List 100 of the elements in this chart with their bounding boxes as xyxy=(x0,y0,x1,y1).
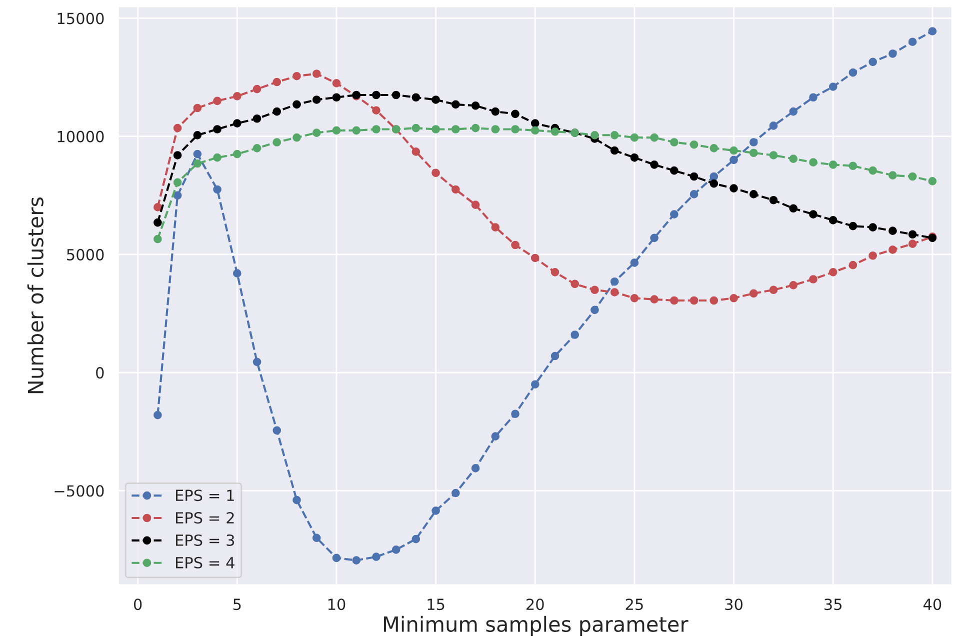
y-axis-title: Number of clusters xyxy=(27,197,44,394)
x-tick-label: 10 xyxy=(328,598,346,610)
y-tick-label: 15000 xyxy=(58,12,104,24)
point xyxy=(670,166,678,175)
legend-label: EPS = 1 xyxy=(176,490,234,502)
point xyxy=(710,144,718,152)
point xyxy=(213,96,222,106)
x-tick-label: 0 xyxy=(134,598,142,610)
point xyxy=(412,124,420,132)
point xyxy=(432,125,440,134)
point xyxy=(590,286,599,294)
point xyxy=(213,185,222,194)
point xyxy=(928,27,937,36)
point xyxy=(809,210,818,218)
point xyxy=(809,158,818,166)
point xyxy=(312,534,321,542)
point xyxy=(650,234,658,242)
point xyxy=(193,104,202,112)
point xyxy=(809,275,818,284)
point xyxy=(154,203,162,212)
point xyxy=(828,82,838,91)
point xyxy=(232,269,242,278)
point xyxy=(908,240,917,248)
point xyxy=(272,107,282,116)
point xyxy=(252,358,262,366)
point xyxy=(730,156,738,164)
point xyxy=(352,126,361,135)
point xyxy=(710,296,718,305)
point xyxy=(511,110,520,118)
point xyxy=(412,148,420,156)
point xyxy=(491,223,500,232)
point xyxy=(392,546,400,554)
point xyxy=(432,168,440,178)
point xyxy=(590,306,599,314)
point xyxy=(848,260,858,270)
point xyxy=(570,330,580,339)
point xyxy=(312,96,321,104)
point xyxy=(630,294,639,302)
point xyxy=(173,124,182,132)
point xyxy=(928,177,937,186)
point xyxy=(570,280,580,288)
y-tick-label: 10000 xyxy=(58,130,104,142)
point xyxy=(232,119,242,128)
point xyxy=(769,151,778,160)
point xyxy=(888,50,897,58)
point xyxy=(272,78,282,86)
point xyxy=(432,506,440,515)
point xyxy=(471,464,480,472)
point xyxy=(451,125,460,134)
point xyxy=(372,125,380,134)
point xyxy=(690,172,698,181)
point xyxy=(213,153,222,162)
point xyxy=(232,92,242,100)
point xyxy=(710,172,718,181)
point xyxy=(769,122,778,130)
y-tick-label: 5000 xyxy=(67,248,104,260)
point xyxy=(372,552,380,561)
point xyxy=(252,114,262,123)
point xyxy=(789,280,798,290)
point xyxy=(530,119,540,128)
point xyxy=(213,125,222,134)
x-tick-label: 15 xyxy=(428,598,444,610)
x-axis-title: Minimum samples parameter xyxy=(384,616,688,636)
point xyxy=(372,106,380,115)
point xyxy=(610,130,619,140)
point xyxy=(491,107,500,116)
point xyxy=(690,296,698,305)
point xyxy=(868,251,877,260)
point xyxy=(432,96,440,104)
point xyxy=(154,234,162,244)
point xyxy=(312,128,321,137)
point xyxy=(193,150,202,158)
point xyxy=(670,210,678,218)
point xyxy=(232,150,242,158)
point xyxy=(749,190,758,198)
point xyxy=(828,160,838,169)
point xyxy=(630,153,639,162)
point xyxy=(292,100,301,109)
point xyxy=(252,144,262,152)
x-tick-label: 30 xyxy=(725,598,742,610)
point xyxy=(372,90,380,100)
y-tick-label: 0 xyxy=(96,367,104,379)
point xyxy=(471,200,480,210)
x-tick-label: 40 xyxy=(923,598,942,610)
point xyxy=(332,126,341,135)
point xyxy=(828,216,838,224)
point xyxy=(749,289,758,298)
point xyxy=(650,160,658,169)
point xyxy=(749,138,758,146)
point xyxy=(908,172,917,181)
point xyxy=(173,178,182,187)
point xyxy=(868,166,877,175)
y-tick-label: −5000 xyxy=(54,485,104,497)
point xyxy=(451,185,460,194)
point xyxy=(412,534,420,544)
point xyxy=(332,93,341,102)
point xyxy=(451,488,460,498)
point xyxy=(292,72,301,80)
legend-label: EPS = 2 xyxy=(176,512,234,524)
point xyxy=(352,556,361,564)
